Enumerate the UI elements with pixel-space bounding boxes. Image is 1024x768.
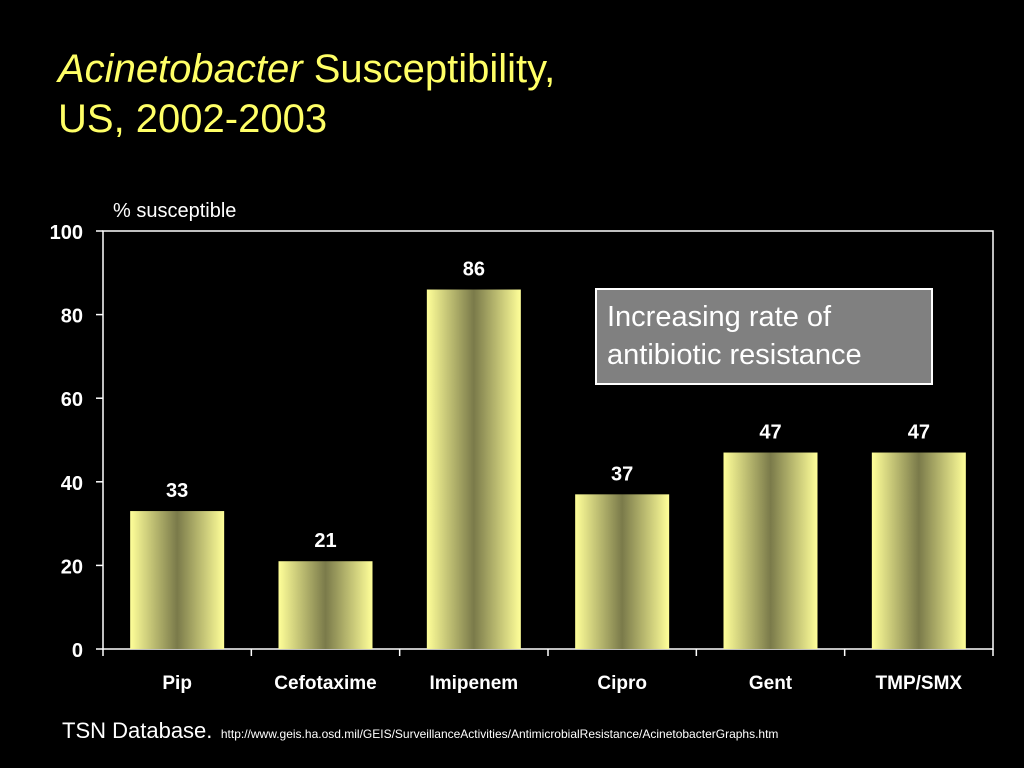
x-tick-label: Cipro bbox=[597, 673, 647, 694]
bar-imipenem bbox=[426, 289, 521, 649]
data-labels: 33 21 86 37 47 47 bbox=[166, 259, 930, 553]
bar-cefotaxime bbox=[278, 561, 373, 649]
data-label: 21 bbox=[314, 530, 336, 552]
data-label: 33 bbox=[166, 480, 188, 502]
data-label: 47 bbox=[759, 422, 781, 444]
data-label: 86 bbox=[463, 259, 485, 281]
x-tick-label: TMP/SMX bbox=[876, 673, 963, 694]
y-axis-label: % susceptible bbox=[113, 200, 236, 222]
bar-cipro bbox=[575, 494, 670, 649]
x-tick-label: Cefotaxime bbox=[274, 673, 376, 694]
x-tick-label: Pip bbox=[162, 673, 192, 694]
x-tick-label: Gent bbox=[749, 673, 793, 694]
slide-title: Acinetobacter Susceptibility, US, 2002-2… bbox=[58, 44, 555, 144]
y-tick-label: 80 bbox=[61, 306, 83, 328]
y-tick-label: 40 bbox=[61, 473, 83, 495]
bars bbox=[130, 289, 966, 649]
data-label: 37 bbox=[611, 463, 633, 485]
data-label: 47 bbox=[908, 422, 930, 444]
source-citation: TSN Database. http://www.geis.ha.osd.mil… bbox=[62, 718, 778, 744]
y-tick-label: 20 bbox=[61, 556, 83, 578]
resistance-callout: Increasing rate of antibiotic resistance bbox=[595, 288, 933, 385]
x-tick-label: Imipenem bbox=[429, 673, 518, 694]
y-tick-label: 100 bbox=[50, 222, 83, 244]
title-italic: Acinetobacter bbox=[58, 47, 303, 91]
title-rest: Susceptibility, bbox=[302, 47, 556, 91]
title-line-1: Acinetobacter Susceptibility, bbox=[58, 44, 555, 94]
y-axis-ticks: 0 20 40 60 80 100 bbox=[50, 222, 103, 662]
bar-tmp-smx bbox=[871, 452, 966, 649]
source-url: http://www.geis.ha.osd.mil/GEIS/Surveill… bbox=[220, 727, 779, 741]
bar-gent bbox=[723, 452, 818, 649]
y-tick-label: 60 bbox=[61, 389, 83, 411]
x-axis-ticks: Pip Cefotaxime Imipenem Cipro Gent TMP/SMX bbox=[102, 649, 994, 694]
source-label: TSN Database. bbox=[62, 718, 213, 743]
y-tick-label: 0 bbox=[72, 640, 83, 662]
bar-pip bbox=[130, 511, 225, 649]
title-line-2: US, 2002-2003 bbox=[58, 97, 328, 141]
